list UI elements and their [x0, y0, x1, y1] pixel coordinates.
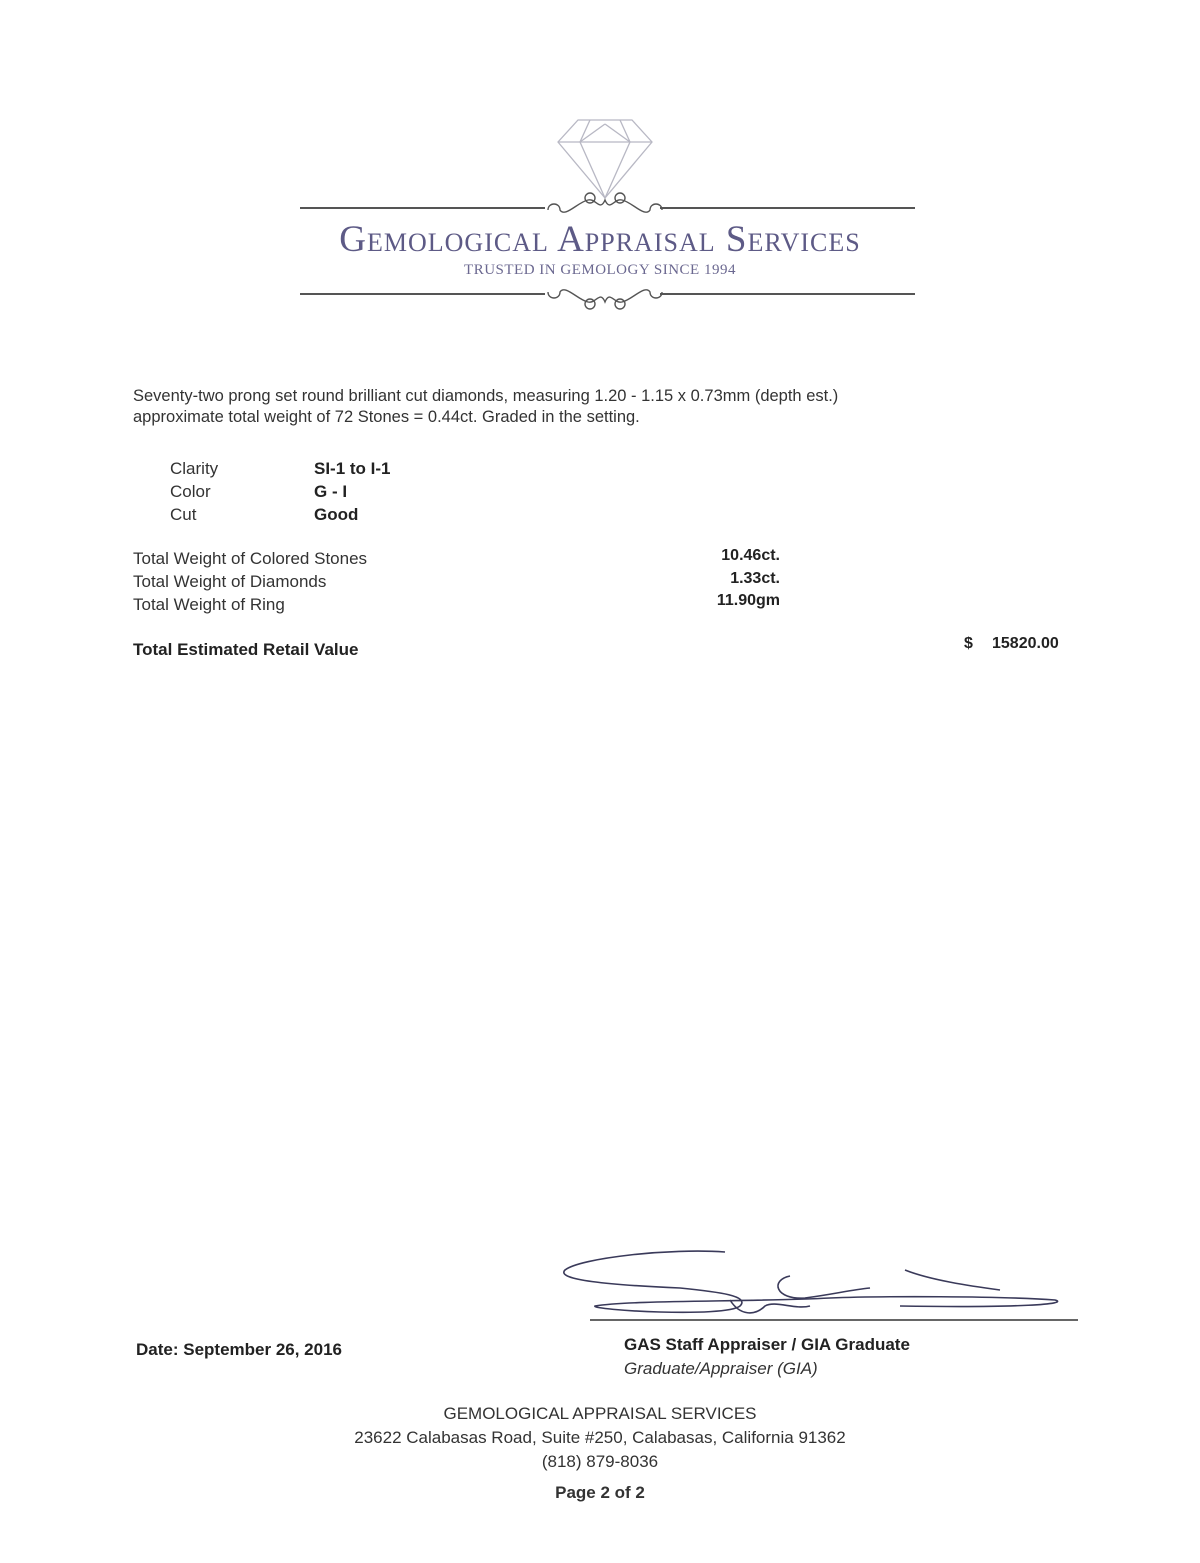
grade-value-color: G - I [314, 482, 348, 501]
weight-value-ring: 11.90gm [716, 592, 780, 609]
company-tagline: TRUSTED IN GEMOLOGY SINCE 1994 [464, 262, 736, 278]
weight-value-colored-stones: 10.46ct. [721, 547, 780, 564]
weight-value-diamonds: 1.33ct. [730, 570, 780, 587]
company-logo-title: Gemological Appraisal Services [339, 219, 861, 260]
footer-company: GEMOLOGICAL APPRAISAL SERVICES [443, 1404, 757, 1423]
description-line-2: approximate total weight of 72 Stones = … [133, 408, 640, 426]
appraiser-title: GAS Staff Appraiser / GIA Graduate [624, 1335, 910, 1354]
grade-value-clarity: SI-1 to I-1 [314, 459, 391, 478]
weight-label-ring: Total Weight of Ring [133, 595, 285, 614]
appraiser-credential: Graduate/Appraiser (GIA) [624, 1359, 818, 1378]
retail-currency: $ [964, 635, 973, 652]
footer-phone: (818) 879-8036 [541, 1452, 659, 1471]
appraisal-date: Date: September 26, 2016 [136, 1340, 342, 1359]
signature-image [563, 1250, 1078, 1321]
item-description: Seventy-two prong set round brilliant cu… [133, 386, 838, 428]
weight-label-diamonds: Total Weight of Diamonds [133, 572, 327, 591]
grade-value-cut: Good [314, 505, 359, 524]
page-number: Page 2 of 2 [555, 1483, 645, 1502]
retail-value-label: Total Estimated Retail Value [133, 640, 359, 659]
diamond-logo-icon [300, 119, 915, 310]
grade-label-clarity: Clarity [170, 459, 219, 478]
description-line-1: Seventy-two prong set round brilliant cu… [133, 387, 839, 405]
grade-label-color: Color [170, 482, 211, 501]
retail-amount: 15820.00 [992, 635, 1059, 652]
footer-address: 23622 Calabasas Road, Suite #250, Calaba… [354, 1428, 846, 1447]
weight-label-colored-stones: Total Weight of Colored Stones [133, 549, 368, 568]
grade-label-cut: Cut [170, 505, 197, 524]
